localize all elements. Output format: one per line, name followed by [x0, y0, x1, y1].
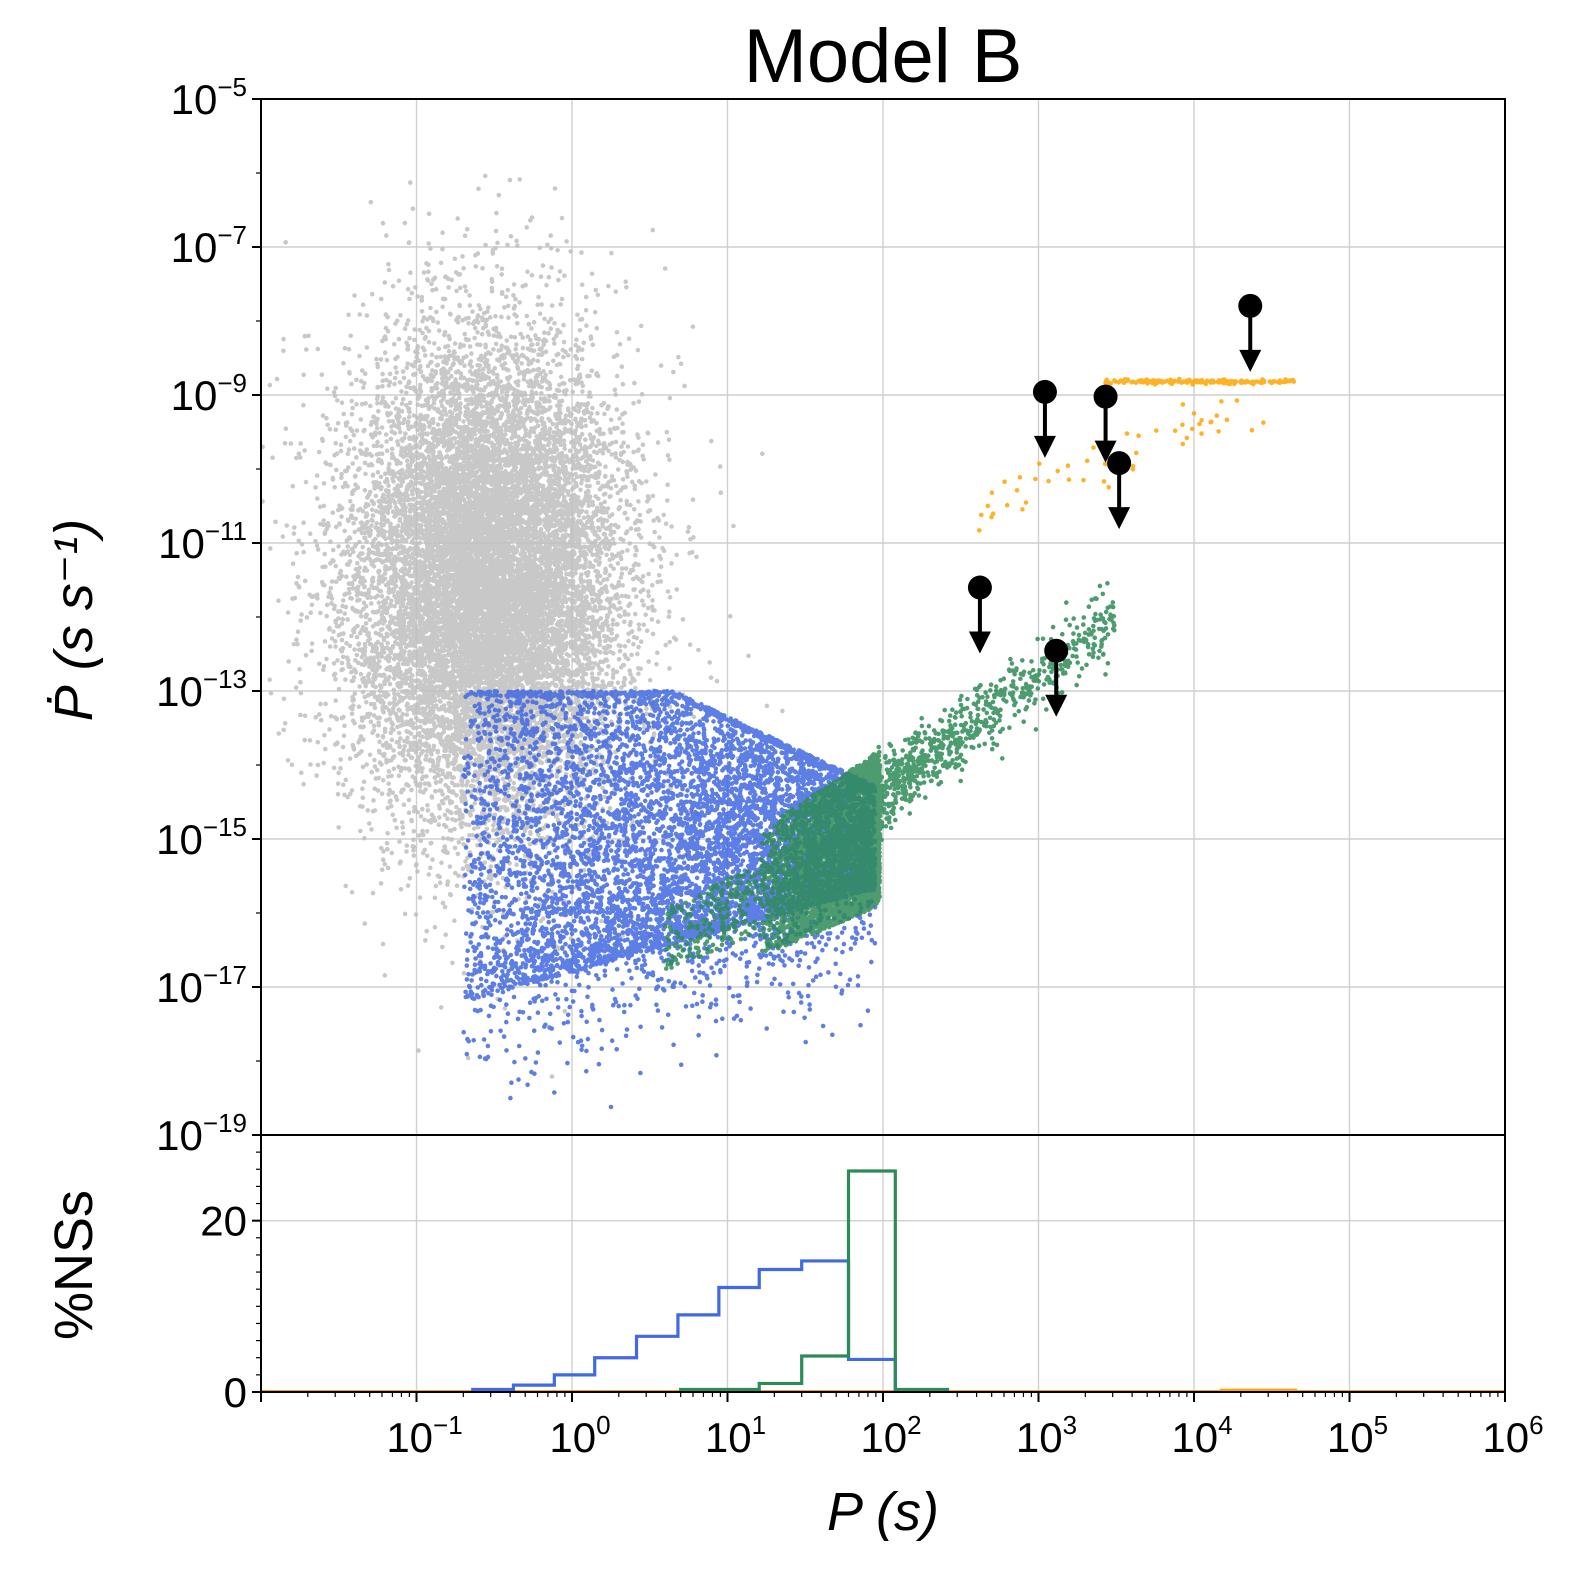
upper-limit-point	[1107, 451, 1131, 475]
chart-title: Model B	[744, 14, 1023, 99]
upper-limit-point	[1033, 380, 1057, 404]
upper-limit-point	[1238, 294, 1262, 318]
upper-limit-point	[968, 576, 992, 600]
upper-limit-point	[1044, 639, 1068, 663]
histogram-y-tick-label: 20	[200, 1198, 247, 1245]
x-axis-label: P (s)	[827, 1482, 939, 1542]
histogram-y-tick-label: 0	[224, 1369, 247, 1416]
scatter-y-axis-label: Ṗ (s s⁻¹)	[44, 519, 104, 721]
upper-limit-point	[1094, 385, 1118, 409]
histogram-y-axis-label: %NSs	[44, 1190, 104, 1340]
